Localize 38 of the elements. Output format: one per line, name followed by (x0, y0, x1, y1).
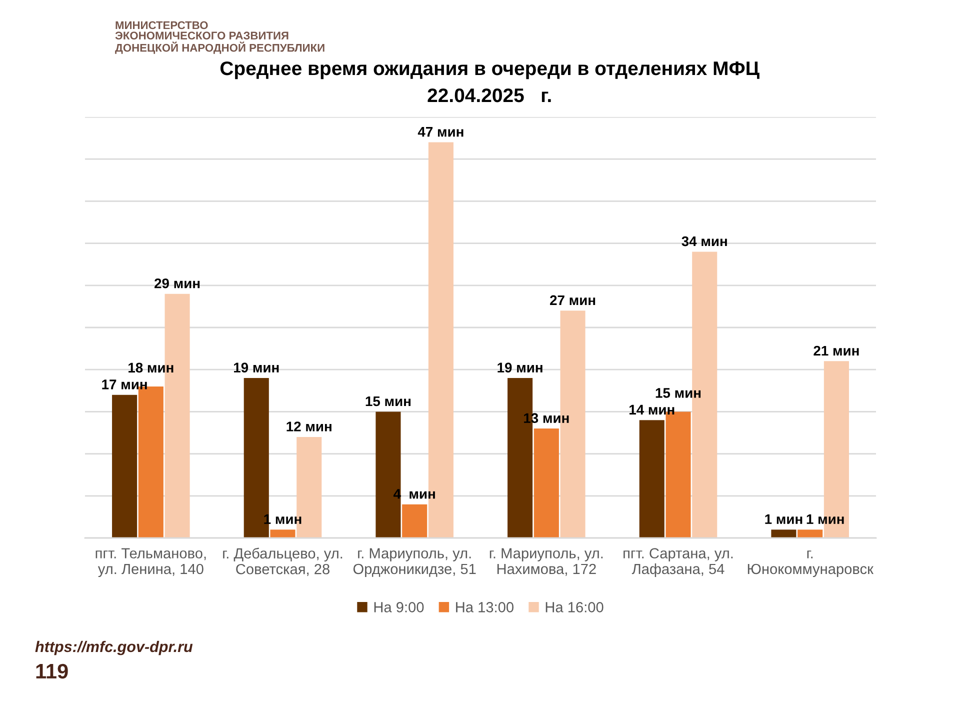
data-label: 19 мин (498, 362, 542, 372)
bar (244, 378, 269, 538)
text: 119 (36, 664, 68, 679)
x-tick-label: г. Мариуполь, ул. Нахимова, 172 (490, 548, 603, 576)
data-label: 21 мин (814, 346, 859, 356)
data-label: 27 мин (550, 295, 596, 305)
x-tick-label: г. Мариуполь, ул. Орджоникидзе, 51 (353, 548, 476, 578)
data-label: 47 мин (418, 127, 464, 137)
bar (771, 530, 796, 538)
legend-label: На 13:00 (456, 602, 514, 612)
data-label: 12 мин (286, 422, 332, 432)
text: https://mfc.gov-dpr.ru (35, 640, 193, 656)
chart-subtitle: 22.04.2025 г. (428, 88, 551, 102)
x-tick-label: пгт. Тельманово, ул. Ленина, 140 (96, 548, 206, 578)
data-label: 29 мин (154, 278, 200, 288)
data-label: 18 мин (128, 362, 174, 373)
data-label: 15 мин (366, 396, 411, 406)
x-tick-label: г. Юнокоммунаровск (748, 550, 874, 578)
data-label: 34 мин (682, 236, 727, 246)
bar (402, 504, 428, 538)
data-label: 1 мин (765, 514, 802, 524)
data-label: 14 мин (630, 404, 674, 414)
data-label: 15 мин (656, 388, 701, 398)
legend-label: На 9:00 (374, 602, 424, 612)
chart-title: Среднее время ожидания в очереди в отделениях МФЦ (220, 61, 760, 80)
bar (639, 420, 664, 538)
data-label: 17 мин (102, 380, 147, 390)
bar (376, 412, 401, 538)
x-tick-label: г. Дебальцево, ул. Советская, 28 (223, 548, 342, 576)
bar (270, 530, 296, 538)
data-label: 1 мин (806, 514, 844, 524)
text: МИНИСТЕРСТВО ЭКОНОМИЧЕСКОГО РАЗВИТИЯ ДОНЕЦКОЙ НАРОДНОЙ РЕСПУБЛИКИ (115, 21, 324, 54)
x-tick-label: пгт. Сартана, ул. Лафазана, 54 (624, 548, 733, 578)
legend-label: На 16:00 (546, 602, 604, 612)
bar (534, 428, 559, 538)
bar (798, 530, 823, 538)
bar (112, 394, 138, 538)
data-label: 19 мин (234, 362, 279, 372)
